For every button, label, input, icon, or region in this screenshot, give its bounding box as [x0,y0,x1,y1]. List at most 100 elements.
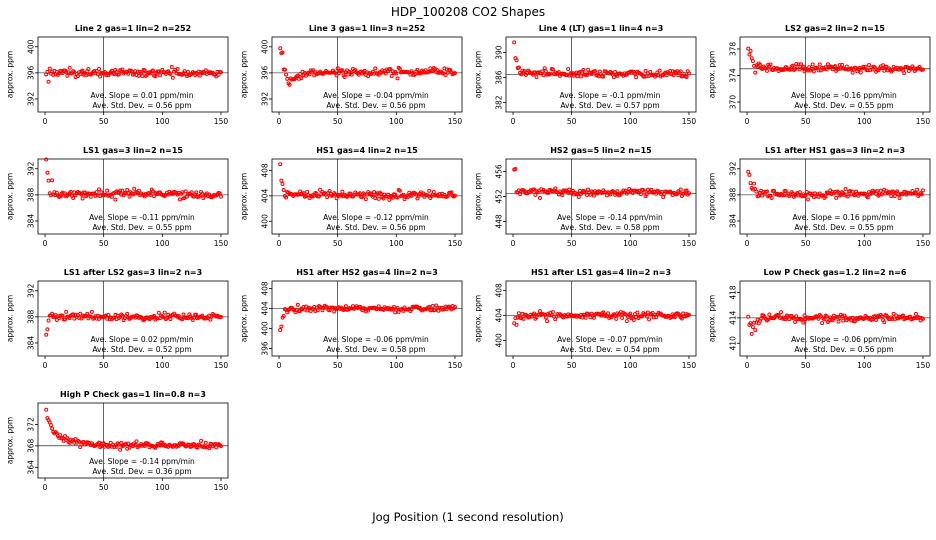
avg-std-dev-annotation: Ave. Std. Dev. = 0.55 ppm [794,101,893,110]
data-point [373,66,378,71]
data-point [810,62,815,67]
y-axis-label: approx. ppm [474,51,483,98]
data-point [85,311,90,316]
y-tick-label: 400 [27,39,36,54]
data-point [747,172,752,177]
data-point [613,313,618,318]
data-point [84,73,89,78]
data-point [156,310,161,315]
data-point [516,188,521,193]
avg-std-dev-annotation: Ave. Std. Dev. = 0.55 ppm [92,223,191,232]
data-point [809,66,814,71]
x-tick-label: 0 [511,361,516,370]
data-point [278,328,283,333]
avg-std-dev-annotation: Ave. Std. Dev. = 0.55 ppm [794,223,893,232]
x-tick-label: 150 [916,239,931,248]
data-point [125,188,130,193]
x-tick-label: 0 [43,483,48,492]
data-point [624,319,629,324]
data-point [88,314,93,319]
data-point [781,193,786,198]
data-point [614,316,619,321]
data-point [596,74,601,79]
data-point [611,75,616,80]
data-point [48,423,53,428]
y-tick-label: 388 [729,187,738,202]
x-tick-label: 50 [801,361,811,370]
data-point [452,305,457,310]
data-point [89,309,94,314]
data-point [360,194,365,199]
data-point [162,310,167,315]
data-point [576,195,581,200]
data-point [207,446,212,451]
data-point [197,193,202,198]
data-point [44,332,49,337]
data-point [811,69,816,74]
data-point [120,313,125,318]
data-point [820,321,825,326]
data-point [749,331,754,336]
panel-title: Line 3 gas=1 lin=3 n=252 [309,24,425,33]
data-point [822,317,827,322]
data-point [796,62,801,67]
data-point [818,314,823,319]
data-point [793,320,798,325]
data-point [186,69,191,74]
data-point [801,64,806,69]
data-point [750,325,755,330]
y-axis-label: approx. ppm [6,417,15,464]
chart-panel: Line 4 (LT) gas=1 lin=4 n=3 382 386 390 0 50 1… [474,24,697,126]
data-point [44,157,49,162]
data-point [581,67,586,72]
data-point [890,316,895,321]
data-point [50,426,55,431]
data-point [194,312,199,317]
data-point [126,71,131,76]
data-point [591,193,596,198]
data-point [281,313,286,318]
data-point [920,316,925,321]
data-point [295,302,300,307]
avg-slope-annotation: Ave. Slope = -0.16 ppm/min [791,91,897,100]
data-point [285,76,290,81]
avg-std-dev-annotation: Ave. Std. Dev. = 0.36 ppm [92,467,191,476]
data-point [62,317,67,322]
data-point [634,75,639,80]
x-tick-label: 0 [277,361,282,370]
data-point [118,447,123,452]
data-point [759,316,764,321]
y-tick-label: 456 [495,164,504,179]
data-point [879,314,884,319]
avg-std-dev-annotation: Ave. Std. Dev. = 0.56 ppm [92,101,191,110]
data-point [150,68,155,73]
panel-title: High P Check gas=1 lin=0.8 n=3 [60,390,206,399]
y-axis-label: approx. ppm [708,295,717,342]
panel-title: LS1 after HS1 gas=3 lin=2 n=3 [765,146,905,155]
chart-panel: High P Check gas=1 lin=0.8 n=3 364 368 372 0… [6,390,229,492]
panel-title: HS2 gas=5 lin=2 n=15 [550,146,652,155]
data-point [406,195,411,200]
data-point [194,190,199,195]
y-tick-label: 392 [27,92,36,107]
data-point [833,64,837,69]
data-point [389,73,394,78]
x-tick-label: 150 [682,239,697,248]
data-point [533,192,538,197]
data-point [123,441,128,446]
data-point [623,312,628,317]
data-point [850,315,855,320]
data-point [767,312,772,317]
data-point [50,178,55,183]
data-point [65,436,70,441]
panel-title: Line 2 gas=1 lin=2 n=252 [75,24,191,33]
y-tick-label: 392 [729,161,738,176]
data-point [279,178,284,183]
data-point [647,317,652,322]
panel-title: Low P Check gas=1.2 lin=2 n=6 [763,268,906,277]
data-point [532,187,537,192]
x-tick-label: 150 [682,361,697,370]
data-point [901,313,906,318]
data-point [553,186,558,191]
data-point [858,70,863,75]
